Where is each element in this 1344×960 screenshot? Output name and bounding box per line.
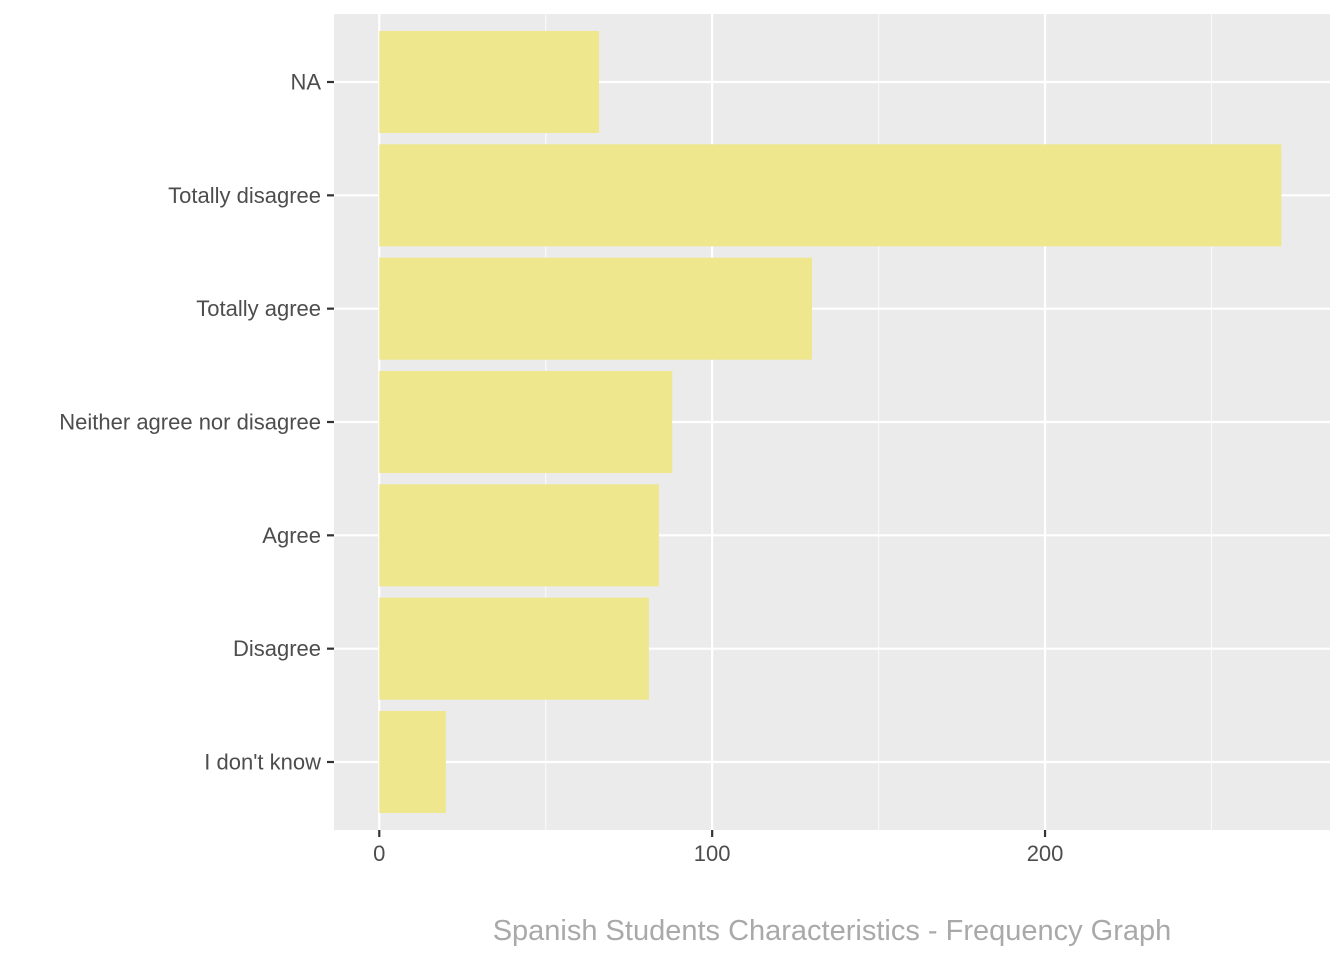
y-tick-label: Totally agree [196,296,321,321]
y-tick-label: Disagree [233,636,321,661]
chart-caption: Spanish Students Characteristics - Frequ… [493,915,1172,947]
x-axis: 0 100 200 [373,830,1063,866]
bar-i-don-t-know [379,711,446,813]
y-tick-label: I don't know [204,750,321,775]
bars [379,31,1282,813]
bar-na [379,31,599,133]
x-tick-label: 200 [1027,841,1064,866]
x-tick-label: 100 [694,841,731,866]
y-tick-label: NA [290,70,321,95]
y-tick-label: Neither agree nor disagree [59,410,321,435]
y-tick-label: Agree [262,523,321,548]
y-axis: I don't know Disagree Agree Neither agree n… [59,70,334,775]
bar-totally-agree [379,257,813,360]
bar-totally-disagree [379,144,1282,247]
x-tick-label: 0 [373,841,385,866]
y-tick-label: Totally disagree [168,183,321,208]
bar-neither-agree-nor-disagree [379,371,673,473]
bar-disagree [379,597,649,700]
bar-agree [379,484,659,587]
